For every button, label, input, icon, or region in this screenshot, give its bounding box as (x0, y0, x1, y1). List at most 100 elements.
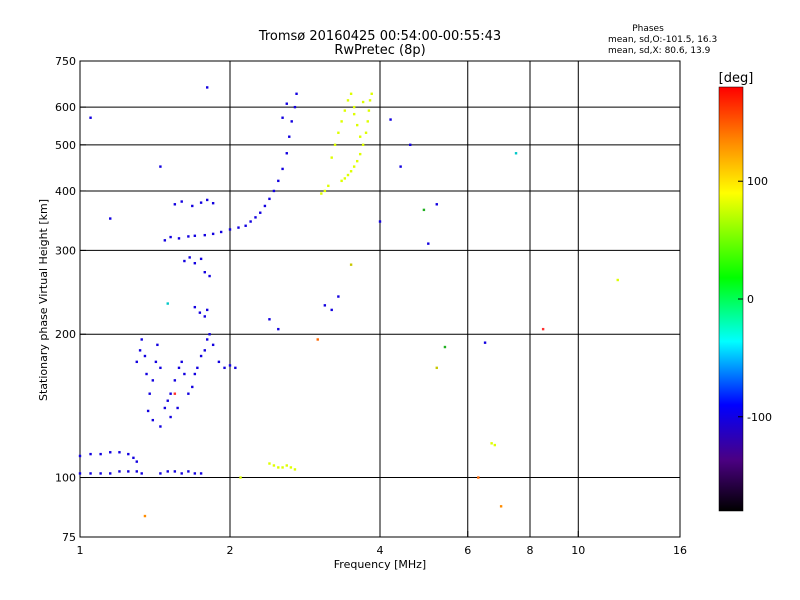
data-point (361, 100, 365, 104)
data-point (477, 476, 480, 479)
data-point (490, 442, 493, 445)
data-point (327, 184, 330, 188)
data-point (132, 456, 135, 460)
colorbar-ticks: 100 0 -100 (738, 175, 772, 424)
y-tick-label: 75 (62, 531, 76, 544)
chart-title: Tromsø 20160425 00:54:00-00:55:43 (258, 29, 501, 44)
data-point (118, 470, 121, 473)
data-point (199, 354, 203, 358)
data-point (358, 135, 362, 138)
data-point (285, 102, 288, 105)
data-point (159, 425, 162, 428)
data-point (109, 451, 112, 454)
data-point (272, 464, 276, 467)
data-point (409, 143, 412, 147)
data-point (541, 327, 545, 331)
x-tick-label: 16 (673, 544, 687, 557)
data-point (169, 415, 172, 419)
data-point (191, 204, 194, 208)
data-point (268, 197, 271, 201)
data-point (389, 118, 392, 121)
data-point (343, 109, 347, 112)
data-point (208, 333, 211, 336)
y-tick-label: 600 (55, 101, 76, 114)
data-point (355, 123, 359, 127)
data-point (316, 338, 319, 341)
data-point (173, 203, 177, 206)
chart-subtitle: RwPretec (8p) (334, 43, 425, 58)
grid-lines (80, 61, 680, 537)
data-point (237, 226, 240, 229)
data-point (352, 112, 356, 116)
data-point (228, 364, 232, 367)
phases-x-stats: mean, sd,X: 80.6, 13.9 (608, 46, 711, 56)
data-point (193, 262, 197, 265)
data-point (193, 372, 197, 376)
data-point (263, 204, 267, 208)
data-point (330, 308, 333, 312)
y-tick-label: 400 (55, 185, 76, 198)
data-point (143, 514, 147, 518)
data-point (177, 366, 181, 370)
data-point (143, 354, 147, 358)
data-point (166, 470, 169, 473)
data-point (183, 259, 186, 263)
data-point (173, 470, 177, 473)
data-point (109, 472, 112, 475)
data-point (443, 345, 447, 349)
data-point (187, 392, 190, 395)
data-point (203, 271, 206, 274)
data-point (159, 472, 162, 475)
data-point (483, 341, 487, 344)
data-point (514, 152, 518, 155)
phases-heading: Phases (632, 24, 664, 34)
data-point (180, 360, 183, 364)
data-point (205, 198, 209, 202)
data-point (205, 308, 209, 312)
data-point (289, 466, 293, 469)
data-point (187, 235, 190, 238)
data-point (127, 452, 130, 456)
data-point (239, 476, 242, 479)
data-point (352, 105, 356, 109)
y-tick-label: 100 (55, 472, 76, 485)
data-point (169, 392, 172, 395)
data-point (358, 152, 362, 156)
data-point (188, 256, 191, 259)
data-point (285, 152, 288, 155)
data-point (203, 349, 206, 352)
data-point (140, 338, 143, 341)
data-point (135, 460, 138, 463)
data-point (203, 315, 206, 318)
data-point (223, 366, 226, 370)
data-point (367, 109, 371, 112)
data-point (191, 385, 194, 389)
data-point (281, 167, 284, 171)
data-point (99, 452, 102, 456)
data-point (211, 201, 215, 205)
data-point (177, 237, 181, 240)
x-tick-label: 4 (377, 544, 384, 557)
colorbar-tick-label: 0 (747, 293, 754, 306)
data-point (217, 360, 221, 364)
data-point (211, 232, 215, 236)
data-point (349, 92, 353, 95)
data-point (148, 392, 151, 395)
data-point (285, 464, 288, 467)
data-point (493, 443, 497, 447)
data-point (244, 224, 247, 227)
y-axis-label: Stationary phase Virtual Height [km] (37, 199, 50, 401)
data-point (205, 338, 209, 341)
data-point (249, 220, 252, 223)
data-point (427, 242, 430, 245)
data-point (78, 472, 82, 475)
data-point (138, 349, 142, 352)
data-point (349, 170, 353, 173)
data-point (176, 406, 179, 410)
data-point (272, 189, 276, 193)
data-point (349, 263, 353, 266)
data-point (135, 360, 138, 364)
data-point (203, 233, 206, 237)
data-point (268, 462, 271, 465)
data-point (435, 366, 438, 370)
